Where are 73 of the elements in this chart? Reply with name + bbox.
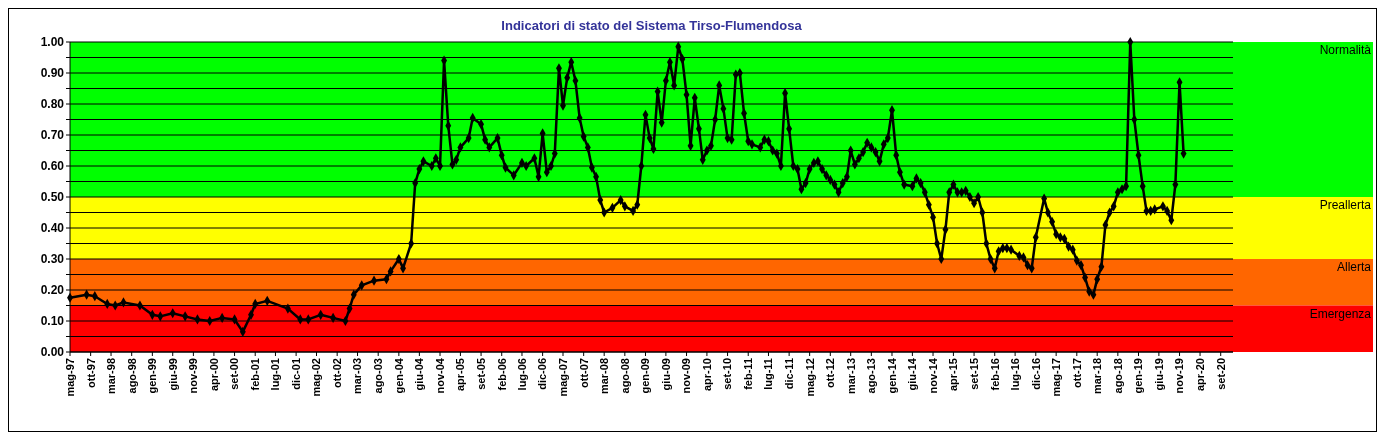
x-tick-label: ott-17: [1070, 358, 1083, 388]
y-tick-label: 0.50: [40, 190, 65, 205]
x-tick-label: mag-07: [556, 358, 569, 397]
x-tick-label: apr-10: [700, 358, 713, 392]
y-tick-label: 0.10: [40, 314, 65, 329]
band-label: Emergenza: [1309, 306, 1372, 321]
x-tick-label: dic-11: [782, 358, 795, 390]
x-tick-label: apr-00: [207, 358, 220, 392]
x-tick-label: ago-98: [125, 358, 138, 394]
x-tick-label: mag-02: [310, 358, 323, 397]
x-tick-label: lug-16: [1008, 358, 1021, 391]
x-tick-label: ago-08: [618, 358, 631, 394]
x-tick-label: dic-06: [536, 358, 549, 390]
x-tick-label: gen-04: [392, 357, 405, 394]
x-tick-label: ago-03: [372, 358, 385, 394]
x-tick-label: giu-19: [1152, 358, 1165, 391]
x-tick-label: set-20: [1214, 358, 1227, 390]
x-tick-label: ott-02: [331, 358, 344, 388]
x-tick-label: mag-97: [63, 358, 76, 397]
y-tick-label: 0.20: [40, 283, 65, 298]
x-tick-label: apr-20: [1193, 358, 1206, 392]
x-tick-label: nov-19: [1173, 358, 1186, 394]
band-label: Preallerta: [1319, 198, 1372, 212]
x-tick-label: mar-18: [1091, 358, 1104, 395]
x-tick-label: gen-99: [146, 358, 159, 394]
x-tick-label: mag-12: [803, 358, 816, 397]
x-tick-label: mar-08: [598, 358, 611, 395]
x-tick-label: set-15: [967, 358, 980, 390]
x-tick-label: mag-17: [1050, 358, 1062, 397]
x-tick-label: lug-11: [762, 358, 775, 390]
x-tick-label: gen-14: [885, 357, 898, 394]
y-tick-label: 1.00: [40, 35, 65, 50]
x-tick-label: gen-09: [639, 358, 652, 394]
x-tick-label: ott-97: [84, 358, 97, 388]
y-tick-label: 0.00: [40, 345, 65, 360]
x-tick-label: nov-09: [680, 358, 693, 394]
x-tick-label: ago-18: [1111, 358, 1124, 394]
x-tick-label: giu-09: [659, 358, 672, 391]
y-tick-label: 0.80: [40, 97, 65, 112]
x-tick-label: nov-99: [187, 358, 200, 394]
y-tick-label: 0.30: [40, 252, 65, 267]
x-tick-label: dic-01: [289, 358, 302, 390]
x-tick-label: giu-99: [166, 358, 179, 391]
x-tick-label: lug-01: [269, 358, 282, 391]
x-tick-label: mar-03: [351, 358, 364, 395]
x-tick-label: lug-06: [515, 358, 528, 391]
x-tick-label: ott-07: [577, 358, 590, 388]
x-tick-label: mar-13: [844, 358, 857, 395]
x-tick-label: feb-16: [988, 358, 1001, 391]
x-tick-label: set-05: [474, 358, 487, 390]
x-tick-label: nov-04: [433, 357, 446, 394]
x-tick-label: gen-19: [1132, 358, 1145, 394]
x-tick-label: set-00: [228, 358, 241, 390]
x-tick-label: feb-01: [249, 358, 262, 391]
chart-title: Indicatori di stato del Sistema Tirso-Flumendosa: [501, 18, 803, 33]
y-tick-label: 0.70: [40, 128, 65, 143]
x-tick-label: feb-06: [495, 358, 508, 391]
x-tick-label: ago-13: [865, 358, 878, 394]
x-tick-label: giu-04: [413, 357, 426, 391]
y-tick-label: 0.60: [40, 159, 65, 174]
x-tick-label: apr-05: [454, 358, 467, 392]
y-tick-label: 0.90: [40, 66, 65, 81]
x-tick-label: set-10: [721, 358, 734, 390]
x-tick-label: apr-15: [947, 358, 960, 392]
y-tick-label: 0.40: [40, 221, 65, 236]
band-label: Normalità: [1319, 43, 1372, 57]
band-label: Allerta: [1336, 260, 1372, 274]
x-tick-label: nov-14: [926, 357, 939, 394]
x-tick-label: giu-14: [906, 357, 919, 391]
x-tick-label: dic-16: [1029, 358, 1042, 390]
x-tick-label: mar-98: [104, 358, 117, 395]
x-tick-label: ott-12: [824, 358, 837, 388]
x-tick-label: feb-11: [742, 358, 755, 390]
